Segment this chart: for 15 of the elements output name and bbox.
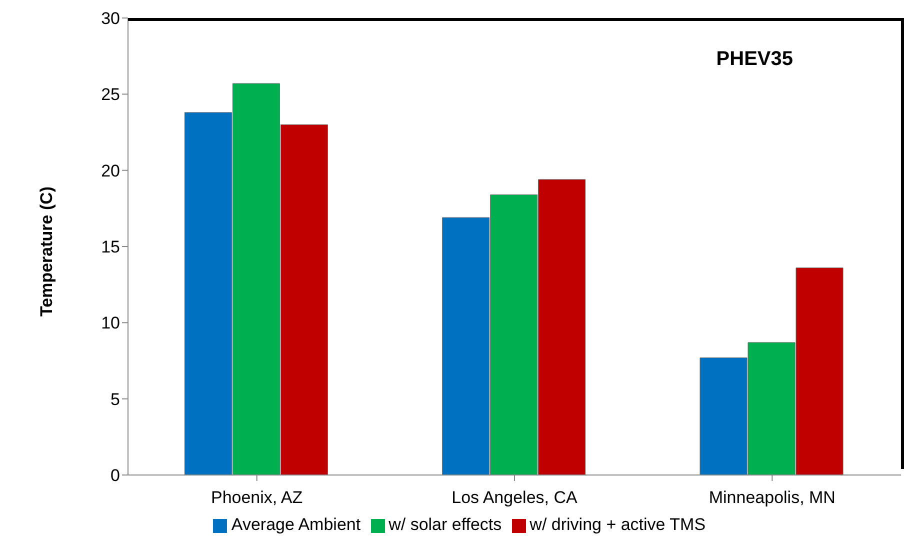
legend-label: w/ driving + active TMS <box>530 515 706 534</box>
x-tick-label: Phoenix, AZ <box>210 488 303 508</box>
y-tick-label: 15 <box>101 238 120 257</box>
legend-label: Average Ambient <box>231 515 361 534</box>
y-tick-label: 25 <box>101 85 120 104</box>
x-tick-label: Minneapolis, MN <box>708 488 836 508</box>
y-tick-label: 20 <box>101 161 120 180</box>
y-tick-label: 0 <box>110 466 120 486</box>
y-axis-title: Temperature (C) <box>37 186 56 316</box>
y-tick-label: 5 <box>110 390 120 409</box>
y-tick-label: 10 <box>101 314 120 333</box>
annotation: PHEV35 <box>716 48 793 71</box>
y-tick-label: 30 <box>101 9 120 28</box>
x-tick-label: Los Angeles, CA <box>452 488 578 508</box>
legend-label: w/ solar effects <box>388 515 502 534</box>
